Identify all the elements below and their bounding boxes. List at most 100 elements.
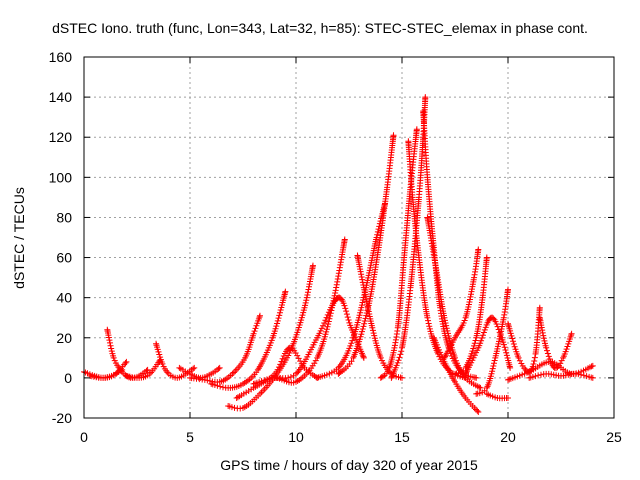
series-19 [424,214,484,391]
data-point-marker [496,335,503,342]
data-point-marker [251,328,258,335]
data-point-marker [216,364,223,371]
data-point-marker [318,325,325,332]
series-25 [483,390,511,402]
data-point-marker [589,374,596,381]
data-point-marker [357,268,364,275]
data-point-marker [500,314,507,321]
data-point-marker [495,340,502,347]
data-point-marker [425,320,432,327]
data-point-marker [317,327,324,334]
data-point-marker [544,347,551,354]
data-point-marker [159,360,166,367]
data-point-marker [106,339,113,346]
x-tick-label: 15 [394,429,410,445]
series-6 [187,312,263,386]
series-13 [314,200,389,381]
data-point-marker [453,357,460,364]
data-point-marker [217,383,224,390]
data-point-marker [334,276,341,283]
y-tick-label: 100 [49,169,73,185]
data-point-marker [531,358,538,365]
data-point-marker [356,312,363,319]
data-point-marker [491,357,498,364]
data-point-marker [117,367,124,374]
data-point-marker [325,321,332,328]
data-point-marker [258,378,265,385]
data-point-marker [399,374,405,381]
data-point-marker [237,405,244,412]
data-point-marker [268,337,275,344]
series-7 [208,288,289,391]
data-point-marker [483,384,490,391]
data-point-marker [277,361,284,368]
data-point-marker [276,309,283,316]
data-point-marker [232,368,239,375]
data-point-marker [228,404,235,411]
data-point-marker [360,353,367,360]
data-point-marker [323,328,330,335]
data-point-marker [503,349,510,356]
data-point-marker [303,297,310,304]
data-point-marker [535,372,542,379]
axis-ticks: 0 5 10 15 20 25 -20 0 20 40 60 80 100 120 140 160 [49,49,622,445]
data-point-marker [357,266,364,273]
data-point-marker [469,348,476,355]
data-point-marker [191,364,198,371]
data-point-marker [536,304,543,311]
data-point-marker [110,354,117,361]
data-point-marker [476,384,483,391]
data-point-marker [371,332,378,339]
data-point-marker [505,286,511,293]
data-point-marker [529,373,536,380]
data-point-marker [275,315,282,322]
data-point-marker [304,289,311,296]
data-point-marker [510,338,517,345]
data-point-marker [413,126,420,133]
data-point-marker [282,288,289,295]
data-point-marker [144,366,151,373]
data-point-marker [361,320,368,327]
data-point-marker [377,354,384,361]
data-point-marker [426,323,433,330]
series-14 [335,132,397,377]
data-point-marker [391,344,398,351]
data-point-marker [360,294,367,301]
data-point-marker [278,304,285,311]
data-point-marker [360,297,367,304]
data-point-marker [397,351,404,358]
y-tick-label: 60 [56,250,72,266]
y-tick-label: 80 [56,209,72,225]
data-point-marker [321,320,328,327]
data-point-marker [272,325,279,332]
data-point-marker [154,346,161,353]
data-point-marker [470,354,477,361]
data-point-marker [538,324,545,331]
data-point-marker [231,404,238,411]
data-point-marker [510,341,517,348]
data-point-marker [558,357,565,364]
data-point-marker [349,337,356,344]
data-point-marker [211,381,218,388]
data-point-marker [490,362,497,369]
data-point-marker [335,273,342,280]
data-point-marker [304,291,311,298]
data-point-marker [362,315,369,322]
data-point-marker [479,332,486,339]
data-point-marker [206,377,213,384]
y-tick-label: 160 [49,49,73,65]
data-point-marker [215,365,222,372]
data-point-marker [358,273,365,280]
data-point-marker [146,370,153,377]
data-point-marker [357,307,364,314]
data-point-marker [275,364,282,371]
data-point-marker [276,312,283,319]
y-axis-label: dSTEC / TECUs [11,187,27,289]
data-point-marker [335,270,342,277]
data-point-marker [384,368,391,375]
data-point-marker [312,357,319,364]
data-point-marker [508,332,515,339]
data-point-marker [557,360,564,367]
data-point-marker [441,314,448,321]
data-point-marker [530,361,537,368]
